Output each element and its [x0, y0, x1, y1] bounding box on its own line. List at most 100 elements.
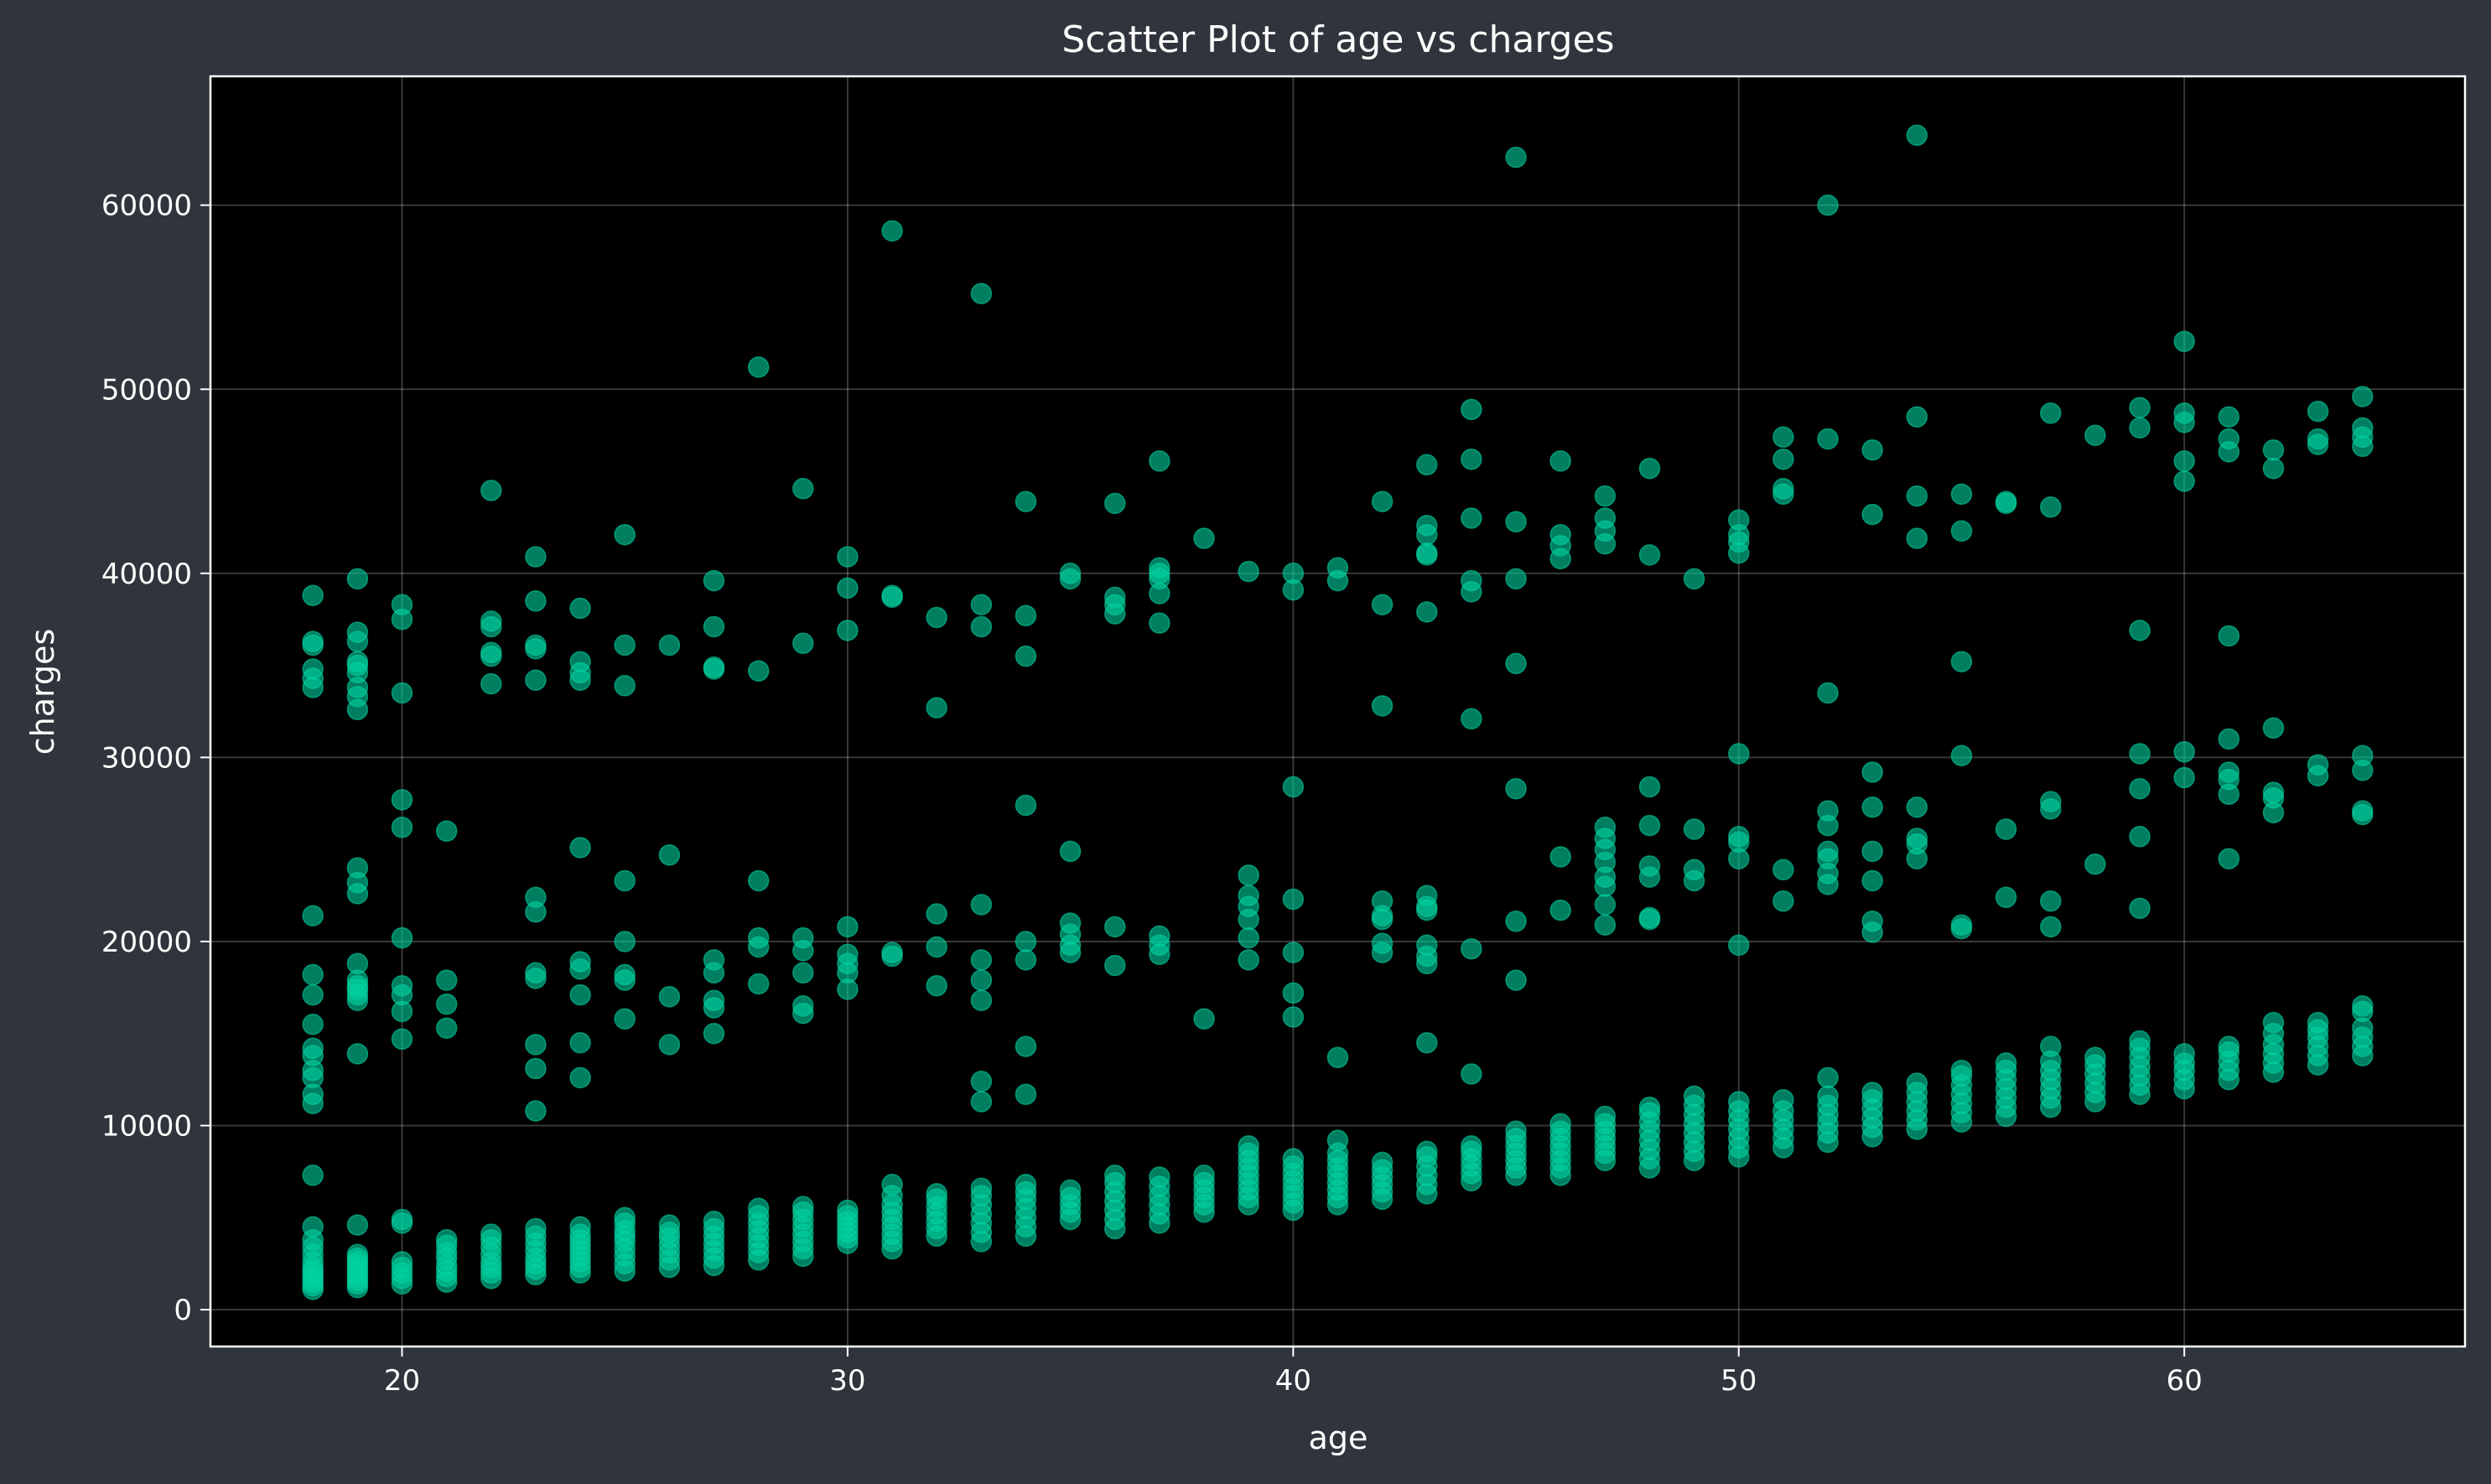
data-point	[926, 974, 947, 997]
data-point	[391, 1208, 413, 1231]
data-point	[346, 952, 369, 975]
data-point	[792, 632, 814, 655]
data-point	[970, 894, 993, 916]
data-point	[1861, 1082, 1883, 1103]
data-point	[747, 926, 770, 949]
data-point	[1326, 1046, 1349, 1069]
data-point	[1861, 796, 1883, 818]
x-tick-label: 50	[1720, 1364, 1757, 1398]
data-point	[1861, 438, 1883, 461]
data-point	[1594, 1105, 1617, 1128]
data-point	[881, 220, 903, 242]
y-tick-label: 50000	[101, 373, 192, 407]
y-tick-label: 10000	[101, 1110, 192, 1144]
data-point	[1728, 934, 1750, 957]
data-point	[1638, 544, 1661, 566]
data-point	[1728, 743, 1750, 765]
data-point	[926, 606, 947, 629]
data-point	[926, 697, 947, 719]
data-point	[881, 584, 903, 606]
grid-lines	[210, 76, 2465, 1346]
data-point	[2307, 428, 2329, 450]
data-point	[1059, 1179, 1082, 1201]
data-point	[1683, 568, 1705, 590]
data-point	[1416, 454, 1438, 476]
data-point	[525, 590, 547, 612]
data-point	[480, 672, 502, 695]
data-point	[1594, 914, 1617, 936]
data-point	[1594, 507, 1617, 529]
data-point	[1371, 890, 1393, 912]
data-point	[302, 584, 324, 606]
data-point	[525, 669, 547, 691]
data-point	[1950, 1059, 1973, 1082]
data-point	[302, 1165, 324, 1186]
data-point	[1461, 1134, 1482, 1157]
data-point	[1461, 507, 1482, 529]
data-point	[1416, 885, 1438, 906]
data-point	[1906, 406, 1928, 428]
data-point	[881, 1174, 903, 1196]
data-point	[346, 651, 369, 672]
data-point	[302, 963, 324, 986]
data-point	[435, 1017, 458, 1039]
data-point	[2084, 1046, 2106, 1069]
data-point	[658, 844, 681, 866]
data-point	[1104, 586, 1126, 609]
data-point	[1505, 911, 1527, 932]
data-point	[1015, 1174, 1037, 1196]
data-point	[2173, 330, 2195, 352]
data-point	[2084, 424, 2106, 446]
data-point	[1505, 652, 1527, 675]
data-point	[1549, 846, 1571, 868]
data-point	[747, 356, 770, 378]
data-point	[837, 577, 859, 599]
data-point	[837, 620, 859, 641]
data-point	[346, 621, 369, 643]
data-point	[2173, 450, 2195, 472]
data-point	[703, 615, 725, 638]
data-point	[1950, 520, 1973, 542]
data-point	[2040, 1035, 2062, 1057]
data-point	[480, 641, 502, 663]
data-point	[926, 1183, 947, 1205]
data-point	[1015, 645, 1037, 667]
data-point	[2262, 457, 2285, 480]
data-point	[391, 974, 413, 997]
data-point	[302, 1037, 324, 1060]
data-point	[1461, 448, 1482, 470]
data-point	[970, 949, 993, 971]
data-point	[2218, 1035, 2240, 1057]
data-point	[569, 837, 591, 859]
data-point	[2218, 406, 2240, 428]
data-point	[1594, 894, 1617, 916]
data-point	[1059, 912, 1082, 934]
data-point	[1995, 818, 2017, 840]
data-point	[1594, 817, 1617, 838]
data-point	[1416, 934, 1438, 957]
data-point	[2040, 791, 2062, 812]
data-point	[2040, 890, 2062, 912]
data-point	[1505, 568, 1527, 590]
data-point	[792, 962, 814, 984]
data-point	[2262, 438, 2285, 461]
data-point	[614, 634, 636, 656]
data-point	[1059, 840, 1082, 863]
data-point	[970, 1177, 993, 1199]
data-point	[2352, 745, 2374, 766]
data-point	[1015, 794, 1037, 817]
data-point	[614, 869, 636, 892]
data-point	[569, 1216, 591, 1238]
data-point	[2352, 386, 2374, 407]
data-point	[1683, 1085, 1705, 1108]
data-point	[1638, 457, 1661, 480]
data-point	[1549, 523, 1571, 546]
data-point	[525, 886, 547, 909]
data-point	[1906, 527, 1928, 549]
data-point	[302, 1014, 324, 1035]
data-point	[2262, 1011, 2285, 1034]
data-point	[391, 789, 413, 811]
data-point	[1861, 761, 1883, 783]
data-point	[1371, 1151, 1393, 1174]
data-point	[837, 546, 859, 568]
